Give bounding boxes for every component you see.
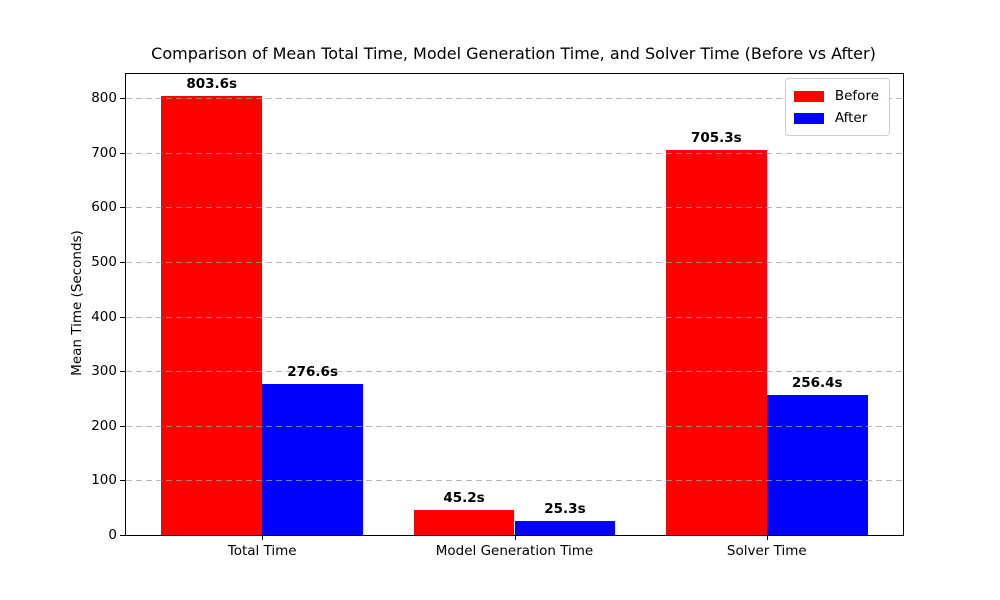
bar-value-label-before-total-time: 803.6s xyxy=(186,76,238,92)
x-tick-mark-model-generation-time xyxy=(514,535,516,540)
legend-entry-before: Before xyxy=(793,85,879,107)
y-tick-mark-600 xyxy=(120,207,125,209)
x-tick-label-solver-time: Solver Time xyxy=(726,543,807,559)
y-tick-mark-500 xyxy=(120,261,125,263)
bar-after-solver-time xyxy=(766,394,868,535)
bar-value-label-before-solver-time: 705.3s xyxy=(690,129,742,146)
y-tick-label-300: 300 xyxy=(91,363,117,380)
y-axis-label: Mean Time (Seconds) xyxy=(69,230,85,376)
legend: Before After xyxy=(784,78,890,136)
bar-value-label-after-total-time: 276.6s xyxy=(287,363,338,380)
y-tick-mark-200 xyxy=(120,425,125,427)
bar-value-label-after-model-generation-time: 25.3s xyxy=(544,501,586,518)
y-tick-mark-0 xyxy=(120,535,125,536)
y-tick-mark-300 xyxy=(120,371,125,373)
bar-before-model-generation-time xyxy=(413,510,515,535)
y-tick-label-400: 400 xyxy=(91,308,117,325)
x-tick-mark-solver-time xyxy=(766,535,768,540)
y-tick-label-200: 200 xyxy=(91,417,117,434)
y-tick-mark-700 xyxy=(120,152,125,154)
x-tick-label-model-generation-time: Model Generation Time xyxy=(435,543,594,559)
bar-after-total-time xyxy=(262,383,364,535)
legend-entry-after: After xyxy=(793,107,879,129)
bar-after-model-generation-time xyxy=(514,521,616,535)
y-tick-label-500: 500 xyxy=(91,253,117,270)
plot-area: 803.6s 45.2s 705.3s 276.6s 25.3s 256.4s 0 100 2… xyxy=(91,73,904,559)
y-tick-label-700: 700 xyxy=(91,144,117,161)
bar-before-total-time xyxy=(161,96,263,535)
bar-value-label-before-model-generation-time: 45.2s xyxy=(443,490,485,507)
y-tick-label-800: 800 xyxy=(91,89,117,106)
y-tick-mark-800 xyxy=(120,97,125,99)
legend-swatch-after xyxy=(793,112,824,124)
chart-title: Comparison of Mean Total Time, Model Gen… xyxy=(151,44,876,63)
legend-label-after: After xyxy=(834,110,868,126)
bar-before-solver-time xyxy=(665,149,767,535)
legend-swatch-before xyxy=(793,90,824,102)
x-tick-label-total-time: Total Time xyxy=(227,543,297,559)
x-tick-mark-total-time xyxy=(262,535,264,540)
legend-label-before: Before xyxy=(834,88,879,104)
y-tick-label-600: 600 xyxy=(91,199,117,216)
bar-value-label-after-solver-time: 256.4s xyxy=(791,374,843,391)
y-tick-mark-100 xyxy=(120,480,125,482)
y-tick-label-100: 100 xyxy=(91,472,117,489)
y-tick-label-0: 0 xyxy=(108,527,117,543)
y-tick-mark-400 xyxy=(120,316,125,318)
